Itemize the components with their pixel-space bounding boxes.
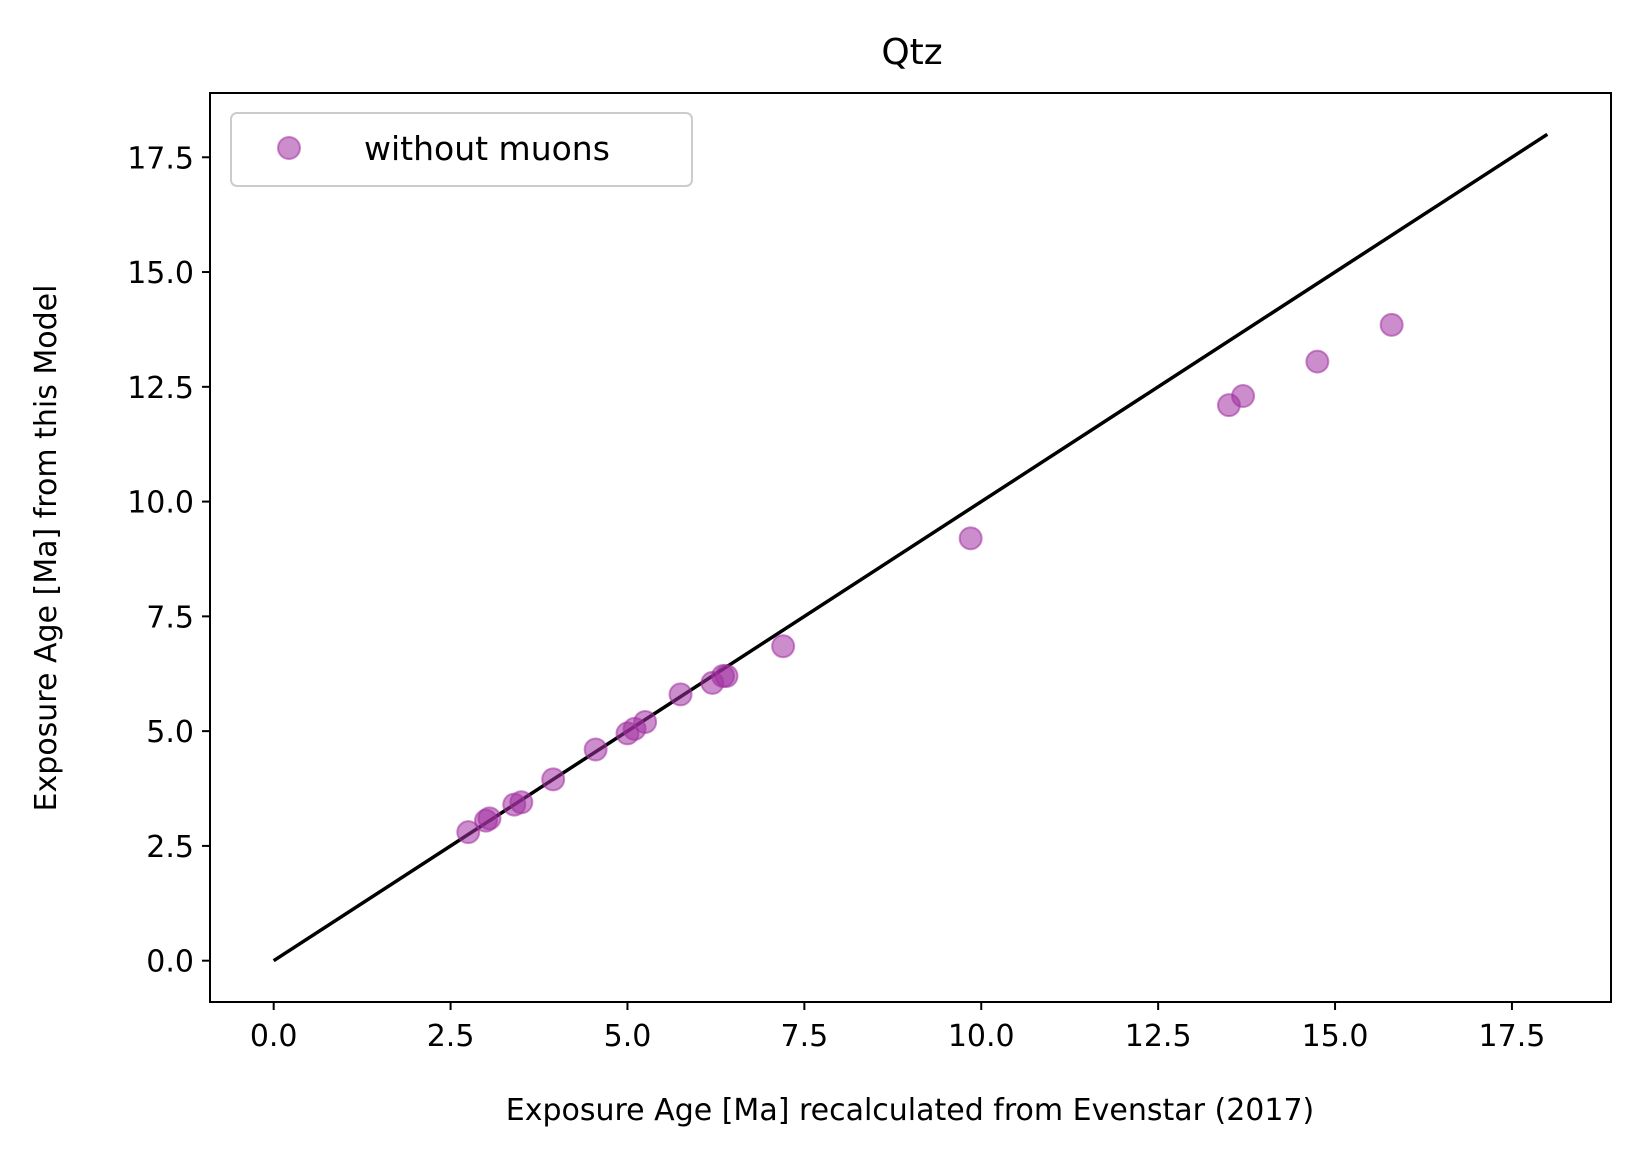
x-tick-label: 10.0	[948, 1019, 1015, 1054]
data-point	[1231, 384, 1256, 408]
y-tick-label: 10.0	[127, 486, 194, 521]
plot-area	[272, 132, 1549, 963]
y-tick-label: 17.5	[127, 141, 194, 176]
chart-title: Qtz	[881, 32, 942, 73]
legend-label-without-muons: without muons	[364, 129, 610, 168]
data-point	[583, 737, 608, 762]
data-point	[541, 767, 566, 792]
data-point	[714, 664, 739, 689]
y-tick-label: 12.5	[127, 371, 194, 406]
y-tick-label: 5.0	[146, 715, 194, 750]
data-point	[633, 709, 658, 734]
legend-marker	[277, 136, 301, 160]
x-tick-label: 2.5	[427, 1019, 475, 1054]
data-point	[1305, 349, 1330, 374]
x-tick-label: 12.5	[1125, 1019, 1192, 1054]
data-point	[771, 634, 796, 659]
data-point	[477, 806, 502, 831]
x-tick-label: 17.5	[1479, 1019, 1546, 1054]
y-tick-label: 0.0	[146, 945, 194, 980]
legend: without muons	[230, 112, 693, 187]
legend-box	[230, 112, 693, 187]
plot-frame	[209, 92, 1612, 1003]
y-tick-label: 2.5	[146, 830, 194, 865]
data-point	[456, 820, 481, 845]
y-tick-label: 15.0	[127, 256, 194, 291]
data-point	[1379, 312, 1404, 337]
y-axis: 0.0 2.5 5.0 7.5 10.0 12.5 15.0 17.5	[127, 141, 210, 980]
x-tick-label: 0.0	[250, 1019, 298, 1054]
y-tick-label: 7.5	[146, 600, 194, 635]
x-tick-label: 7.5	[781, 1019, 829, 1054]
y-axis-label: Exposure Age [Ma] from this Model	[29, 285, 64, 812]
x-tick-label: 15.0	[1302, 1019, 1369, 1054]
data-point	[958, 526, 983, 551]
data-point	[509, 790, 534, 815]
x-tick-label: 5.0	[604, 1019, 652, 1054]
x-axis: 0.0 2.5 5.0 7.5 10.0 12.5 15.0 17.5	[250, 1002, 1546, 1054]
data-point	[668, 682, 693, 707]
x-axis-label: Exposure Age [Ma] recalculated from Even…	[506, 1093, 1315, 1128]
